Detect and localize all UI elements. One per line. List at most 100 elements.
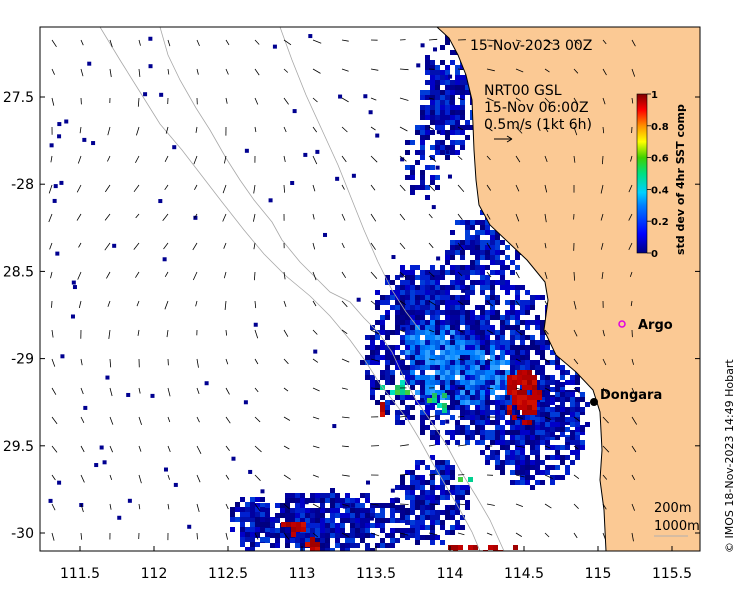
current-vector (254, 445, 262, 453)
current-vector (312, 155, 318, 165)
sst-pixel (470, 340, 475, 345)
sst-pixel (527, 375, 532, 380)
sst-pixel (405, 470, 410, 475)
sst-pixel (99, 445, 104, 450)
sst-pixel (410, 140, 415, 145)
sst-pixel (295, 513, 300, 518)
sst-pixel (490, 345, 495, 350)
sst-pixel (148, 64, 153, 69)
sst-pixel (460, 315, 465, 320)
current-vector (631, 503, 635, 511)
sst-pixel (510, 300, 515, 305)
sst-pixel (535, 435, 540, 440)
sst-pixel (445, 375, 450, 380)
sst-pixel (360, 508, 365, 513)
sst-pixel (532, 405, 537, 410)
sst-pixel (400, 485, 405, 490)
sst-pixel (565, 420, 570, 425)
sst-pixel (440, 355, 445, 360)
sst-pixel (545, 407, 550, 412)
sst-pixel (512, 415, 517, 420)
current-vector (51, 387, 57, 395)
current-vector (341, 126, 348, 133)
sst-pixel (335, 503, 340, 508)
sst-pixel (405, 140, 410, 145)
sst-pixel (405, 280, 410, 285)
sst-pixel (515, 420, 520, 425)
sst-pixel (375, 320, 380, 325)
sst-pixel (400, 533, 405, 538)
current-vector (370, 97, 377, 101)
sst-pixel (305, 542, 310, 547)
sst-pixel (475, 355, 480, 360)
sst-pixel (445, 295, 450, 300)
sst-pixel (360, 493, 365, 498)
sst-pixel (370, 335, 375, 340)
isobath-label-1000m: 1000m (654, 519, 700, 534)
current-vector (254, 532, 259, 540)
sst-pixel (470, 390, 475, 395)
sst-pixel (320, 548, 325, 551)
sst-pixel (405, 375, 410, 380)
sst-pixel (465, 300, 470, 305)
sst-pixel (380, 345, 385, 350)
sst-pixel (490, 325, 495, 330)
sst-pixel (315, 542, 320, 547)
sst-pixel (480, 225, 485, 230)
sst-pixel (425, 195, 430, 200)
sst-pixel (445, 460, 450, 465)
sst-pixel (440, 70, 445, 75)
sst-pixel (450, 280, 455, 285)
sst-pixel (545, 392, 550, 397)
sst-pixel (400, 290, 405, 295)
sst-pixel (450, 325, 455, 330)
current-vector (312, 97, 318, 103)
sst-pixel (465, 350, 470, 355)
sst-pixel (445, 145, 450, 150)
current-vector (600, 242, 604, 250)
sst-pixel (495, 460, 500, 465)
sst-pixel (380, 325, 385, 330)
sst-pixel (535, 470, 540, 475)
x-axis: 111.5 112 112.5 113 113.5 114 114.5 115 115.5 (60, 546, 692, 582)
argo-label: Argo (638, 318, 673, 333)
sst-pixel (350, 498, 355, 503)
current-vector (399, 415, 408, 418)
sst-pixel (385, 533, 390, 538)
sst-pixel (310, 513, 315, 518)
sst-pixel (410, 475, 415, 480)
sst-pixel (375, 305, 380, 310)
sst-pixel (440, 460, 445, 465)
sst-pixel (510, 310, 515, 315)
sst-pixel (490, 280, 495, 285)
sst-pixel (430, 290, 435, 295)
sst-pixel (275, 538, 280, 543)
sst-pixel (57, 122, 62, 127)
sst-pixel (280, 528, 285, 533)
current-vector (544, 445, 551, 449)
sst-pixel (365, 533, 370, 538)
sst-pixel (420, 345, 425, 350)
sst-pixel (250, 512, 255, 517)
current-vector (283, 68, 289, 73)
sst-pixel (512, 385, 517, 390)
sst-pixel (425, 465, 430, 470)
sst-pixel (48, 498, 53, 503)
sst-pixel (495, 345, 500, 350)
sst-pixel (445, 345, 450, 350)
sst-pixel (335, 508, 340, 513)
y-tick-label: 27.5 (3, 90, 34, 106)
sst-pixel (53, 184, 58, 189)
sst-pixel (450, 525, 455, 530)
sst-pixel (465, 390, 470, 395)
sst-pixel (435, 365, 440, 370)
sst-pixel (517, 370, 522, 375)
sst-pixel (460, 220, 465, 225)
sst-pixel (505, 315, 510, 320)
sst-pixel (475, 390, 480, 395)
sst-pixel (485, 385, 490, 390)
sst-pixel (520, 425, 525, 430)
sst-pixel (515, 330, 520, 335)
sst-pixel (510, 315, 515, 320)
sst-pixel (440, 115, 445, 120)
